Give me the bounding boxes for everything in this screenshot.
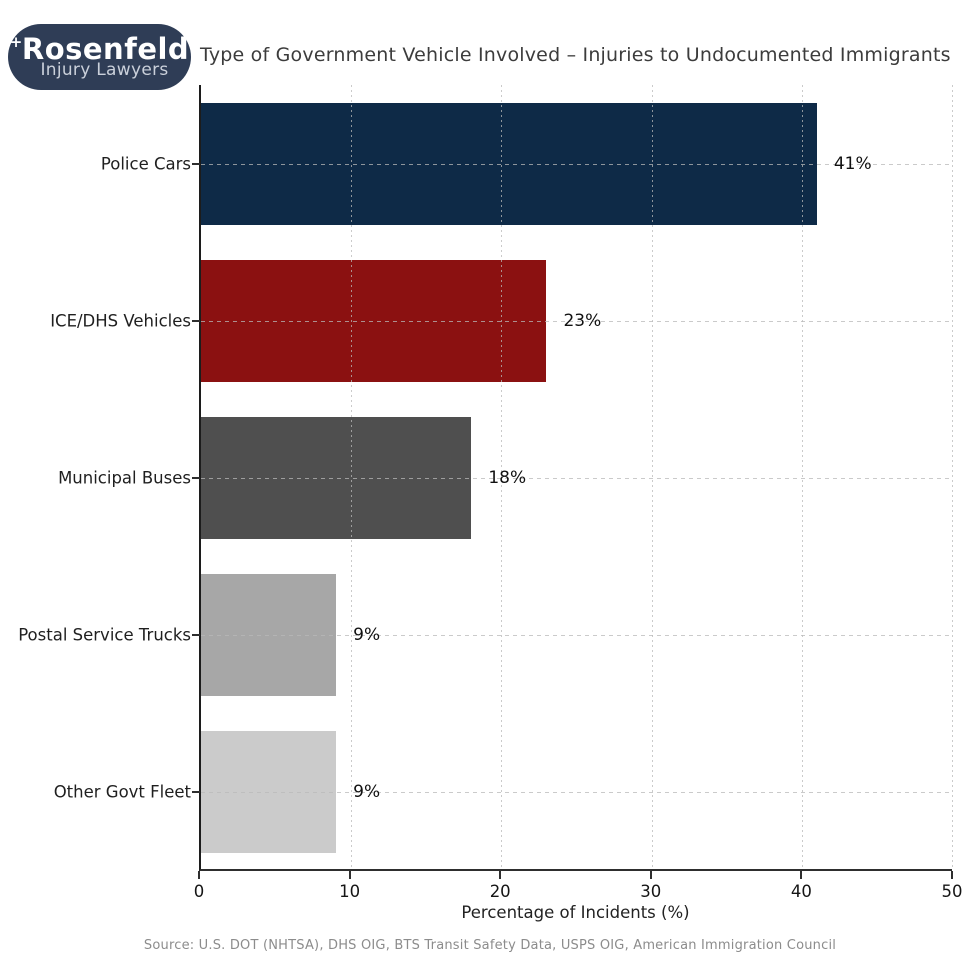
vertical-gridline	[351, 85, 353, 869]
value-label: 18%	[488, 467, 527, 488]
horizontal-gridline	[201, 163, 952, 165]
x-tick-mark	[951, 871, 953, 879]
category-label: Postal Service Trucks	[18, 625, 191, 645]
vertical-gridline	[651, 85, 653, 869]
bar-row: ICE/DHS Vehicles 23%	[50, 242, 952, 399]
x-tick-label: 20	[489, 882, 511, 901]
bar-row: Other Govt Fleet 9%	[54, 714, 952, 871]
horizontal-gridline	[201, 320, 952, 322]
medical-cross-icon: +	[9, 33, 23, 52]
y-tick-mark	[192, 791, 200, 794]
bar-row: Municipal Buses 18%	[58, 399, 952, 556]
y-tick-mark	[192, 476, 200, 479]
horizontal-gridline	[201, 477, 952, 479]
source-note: Source: U.S. DOT (NHTSA), DHS OIG, BTS T…	[143, 938, 837, 953]
vertical-gridline	[952, 85, 953, 869]
y-tick-mark	[192, 319, 200, 322]
plot-area: Police Cars 41% ICE/DHS Vehicles 23% Municip…	[18, 85, 953, 871]
bar-row: Postal Service Trucks 9%	[18, 557, 952, 714]
y-tick-mark	[192, 634, 200, 637]
value-label: 9%	[353, 625, 381, 646]
logo-text-secondary: Injury Lawyers	[40, 60, 169, 81]
x-tick-label: 30	[640, 882, 662, 901]
value-label: 23%	[563, 310, 602, 331]
y-tick-mark	[192, 162, 200, 165]
x-tick-mark	[800, 871, 803, 879]
horizontal-gridline	[201, 792, 952, 794]
x-axis-title: Percentage of Incidents (%)	[461, 903, 690, 922]
x-tick-label: 0	[193, 882, 205, 901]
x-tick-label: 40	[790, 882, 812, 901]
x-tick-mark	[649, 871, 652, 879]
chart-title: Type of Government Vehicle Involved – In…	[200, 44, 951, 66]
x-tick-mark	[348, 871, 351, 879]
vertical-gridline	[501, 85, 503, 869]
x-tick-label: 10	[339, 882, 361, 901]
logo-wordmark: + Rosenfeld	[9, 31, 190, 66]
logo-text-primary: Rosenfeld	[21, 31, 190, 66]
x-tick-label: 50	[941, 882, 963, 901]
bar-row: Police Cars 41%	[101, 85, 952, 242]
category-label: ICE/DHS Vehicles	[50, 311, 191, 331]
category-label: Police Cars	[100, 154, 191, 174]
value-label: 41%	[833, 153, 872, 174]
category-label: Municipal Buses	[58, 468, 191, 488]
value-label: 9%	[353, 782, 381, 803]
rosenfeld-logo: + Rosenfeld Injury Lawyers	[8, 24, 191, 90]
x-tick-mark	[499, 871, 502, 879]
x-tick-mark	[198, 871, 200, 879]
horizontal-gridline	[201, 635, 952, 637]
vertical-gridline	[801, 85, 803, 869]
category-label: Other Govt Fleet	[53, 782, 191, 802]
